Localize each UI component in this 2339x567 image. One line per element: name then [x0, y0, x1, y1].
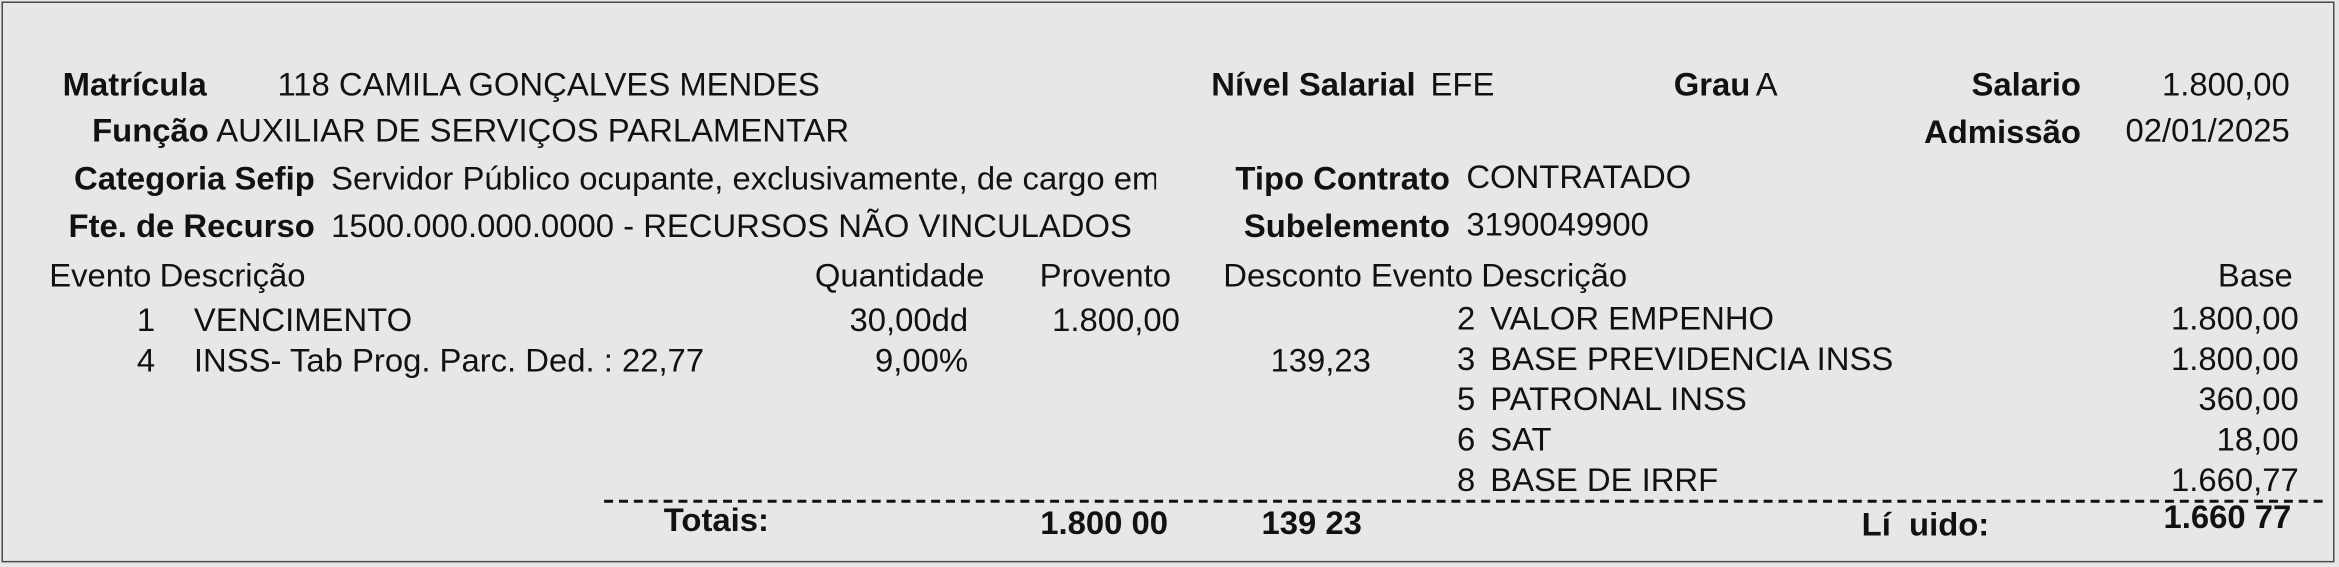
fonte-recurso-label: Fte. de Recurso [68, 207, 315, 245]
event-description: VENCIMENTO [193, 301, 413, 339]
base-description: VALOR EMPENHO [1490, 299, 1775, 338]
grau-value: A [1755, 65, 1778, 103]
grau-label: Grau [1673, 65, 1751, 103]
event-code: 4 [136, 341, 156, 379]
base-description: BASE DE IRRF [1490, 460, 1719, 499]
col-evento: Evento [49, 256, 152, 294]
funcao-label: Função [92, 111, 209, 150]
col-evento-base: Evento [1370, 256, 1474, 294]
liquido-label: Lí uido: [1861, 505, 1990, 543]
base-description: SAT [1490, 420, 1552, 458]
col-descricao-base: Descrição [1481, 256, 1628, 294]
col-descricao: Descrição [159, 256, 306, 294]
base-code: 8 [1457, 460, 1476, 499]
totals-divider [604, 499, 2323, 503]
subelemento-value: 3190049900 [1466, 205, 1649, 244]
salario-label: Salario [1971, 65, 2081, 103]
event-quantity: 9,00% [875, 341, 969, 379]
event-description: INSS- Tab Prog. Parc. Ded. : 22,77 [193, 341, 705, 379]
admissao-label: Admissão [1924, 113, 2081, 151]
base-value: 1.800,00 [2170, 299, 2299, 338]
total-proventos: 1.800 00 [1040, 504, 1169, 542]
categoria-sefip-label: Categoria Sefip [74, 159, 315, 197]
admissao-value: 02/01/2025 [2125, 111, 2290, 150]
base-code: 6 [1457, 420, 1476, 458]
event-provento: 1.800,00 [1052, 301, 1180, 339]
tipo-contrato-label: Tipo Contrato [1235, 159, 1450, 197]
base-value: 360,00 [2198, 380, 2299, 418]
base-code: 5 [1457, 380, 1476, 418]
base-value: 1.660,77 [2170, 460, 2299, 499]
base-code: 2 [1457, 299, 1476, 338]
base-value: 18,00 [2216, 420, 2299, 458]
totals-label: Totais: [663, 501, 769, 539]
salario-value: 1.800,00 [2162, 65, 2290, 103]
col-desconto: Desconto [1223, 256, 1362, 294]
col-quantidade: Quantidade [814, 256, 985, 294]
event-code: 1 [136, 301, 156, 339]
base-code: 3 [1457, 340, 1476, 378]
matricula-label: Matrícula [62, 65, 207, 103]
base-description: PATRONAL INSS [1490, 380, 1747, 418]
nivel-salarial-value: EFE [1430, 65, 1495, 103]
total-descontos: 139 23 [1261, 504, 1362, 542]
fonte-recurso-value: 1500.000.000.0000 - RECURSOS NÃO VINCULA… [331, 207, 1132, 245]
categoria-sefip-value: Servidor Público ocupante, exclusivament… [331, 159, 1157, 197]
col-provento: Provento [1039, 256, 1171, 294]
event-quantity: 30,00dd [849, 301, 969, 339]
nivel-salarial-label: Nível Salarial [1211, 65, 1416, 103]
funcao-value: AUXILIAR DE SERVIÇOS PARLAMENTAR [216, 111, 850, 150]
base-value: 1.800,00 [2170, 340, 2299, 378]
tipo-contrato-value: CONTRATADO [1466, 158, 1692, 196]
subelemento-label: Subelemento [1243, 207, 1450, 245]
col-base: Base [2217, 256, 2293, 294]
total-liquido: 1.660 77 [2163, 498, 2292, 536]
event-desconto: 139,23 [1270, 341, 1371, 379]
base-description: BASE PREVIDENCIA INSS [1490, 340, 1894, 378]
matricula-value: 118 CAMILA GONÇALVES MENDES [277, 65, 820, 103]
